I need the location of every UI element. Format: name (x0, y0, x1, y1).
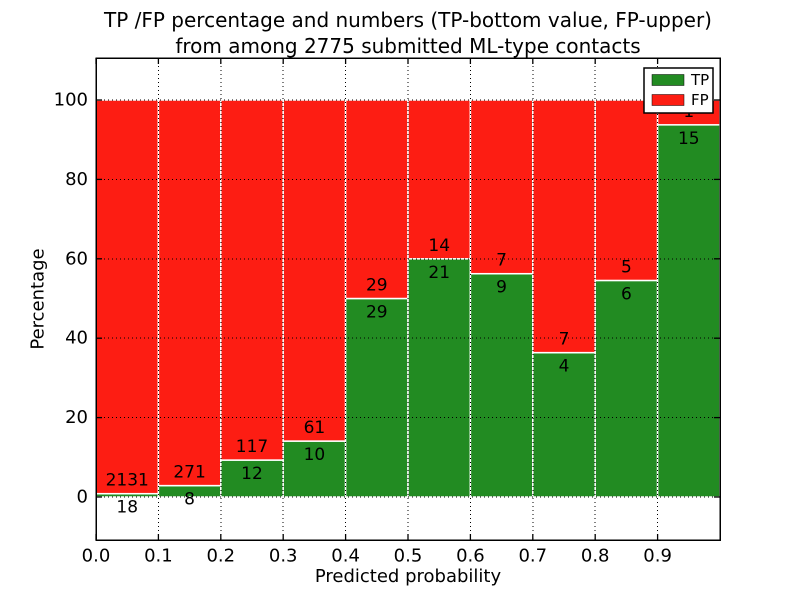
y-tick-label-80: 80 (65, 169, 88, 190)
fp-count-label-0.6-0.7: 7 (496, 251, 507, 271)
x-tick-label-0.2: 0.2 (206, 546, 235, 567)
legend-swatch-fp (651, 94, 685, 106)
tp-count-label-0.1-0.2: 8 (184, 490, 195, 510)
bar-fp-segment-0.2-0.3 (220, 99, 284, 461)
chart-title: TP /FP percentage and numbers (TP-bottom… (96, 7, 720, 59)
tp-count-label-0.0-0.1: 18 (116, 498, 138, 518)
tp-count-label-0.7-0.8: 4 (559, 357, 570, 377)
fp-count-label-0.5-0.6: 14 (428, 236, 450, 256)
bar-tp-segment-0.5-0.6 (407, 258, 472, 498)
bar-fp-segment-0.8-0.9 (594, 99, 659, 282)
fp-count-label-0.2-0.3: 117 (236, 437, 268, 457)
chart-title-line2: from among 2775 submitted ML-type contac… (175, 34, 641, 58)
bar-fp-segment-0.6-0.7 (469, 99, 534, 275)
fp-count-label-0.1-0.2: 271 (173, 463, 205, 483)
tp-count-label-0.2-0.3: 12 (241, 464, 263, 484)
y-tick-label-40: 40 (65, 328, 88, 349)
legend-label-tp: TP (690, 71, 709, 89)
x-tick-label-0.4: 0.4 (331, 546, 360, 567)
x-axis-label: Predicted probability (314, 566, 502, 587)
tp-count-label-0.4-0.5: 29 (366, 303, 388, 323)
tp-count-label-0.5-0.6: 21 (428, 263, 450, 283)
legend-label-fp: FP (691, 91, 709, 109)
bar-fp-segment-0.1-0.2 (157, 99, 222, 487)
legend-swatch-tp (651, 74, 685, 86)
fp-count-label-0.0-0.1: 2131 (106, 471, 149, 491)
bar-tp-segment-0.8-0.9 (594, 279, 659, 498)
chart-title-line1: TP /FP percentage and numbers (TP-bottom… (104, 8, 712, 32)
y-tick-label-0: 0 (77, 487, 88, 508)
y-tick-label-100: 100 (54, 90, 88, 111)
y-tick-label-20: 20 (65, 407, 88, 428)
tp-count-label-0.6-0.7: 9 (496, 278, 507, 298)
bar-fp-segment-0.0-0.1 (95, 99, 160, 495)
bar-tp-segment-0.9-1.0 (656, 124, 721, 498)
x-tick-label-0.8: 0.8 (581, 546, 610, 567)
x-tick-label-0.0: 0.0 (82, 546, 111, 567)
tp-count-label-0.3-0.4: 10 (304, 445, 326, 465)
bar-fp-segment-0.3-0.4 (282, 99, 347, 442)
fp-count-label-0.4-0.5: 29 (366, 276, 388, 296)
x-tick-label-0.7: 0.7 (518, 546, 547, 567)
plot-border (95, 57, 721, 541)
x-tick-label-0.9: 0.9 (643, 546, 672, 567)
fp-count-label-0.7-0.8: 7 (559, 330, 570, 350)
tp-count-label-0.9-1.0: 15 (678, 129, 700, 149)
bar-tp-segment-0.4-0.5 (344, 297, 409, 498)
x-tick-label-0.1: 0.1 (144, 546, 173, 567)
tp-count-label-0.8-0.9: 6 (621, 284, 632, 304)
bar-fp-segment-0.7-0.8 (532, 99, 596, 354)
bar-fp-segment-0.4-0.5 (344, 99, 409, 300)
x-tick-label-0.6: 0.6 (456, 546, 485, 567)
fp-count-label-0.8-0.9: 5 (621, 257, 632, 277)
x-tick-label-0.3: 0.3 (269, 546, 298, 567)
y-tick-label-60: 60 (65, 248, 88, 269)
x-tick-label-0.5: 0.5 (394, 546, 423, 567)
bar-tp-segment-0.6-0.7 (469, 272, 534, 498)
fp-count-label-0.3-0.4: 61 (304, 418, 326, 438)
